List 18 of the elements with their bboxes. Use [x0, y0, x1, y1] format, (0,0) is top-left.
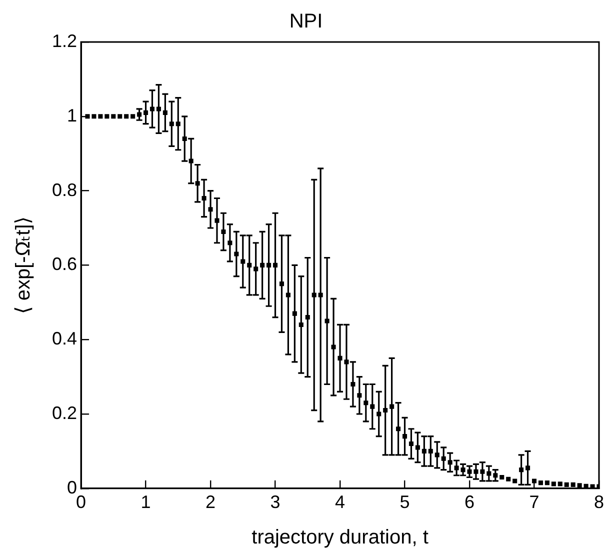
y-tick-label: 1.2: [52, 30, 78, 51]
x-tick-label: 3: [270, 492, 280, 512]
y-tick-label: 0.2: [52, 402, 78, 423]
y-tick-label: 0.8: [52, 180, 78, 200]
x-tick-label: 2: [206, 492, 216, 512]
x-tick-label: 4: [335, 492, 346, 512]
y-tick-label: 0: [67, 477, 78, 498]
x-tick-label: 8: [594, 492, 604, 512]
chart-title: NPI: [289, 10, 323, 33]
x-tick-label: 5: [400, 492, 410, 512]
y-tick-label: 0.4: [52, 328, 78, 349]
y-axis-title: ⟨ exp[-Ω̄ₜt]⟩: [12, 216, 35, 314]
y-tick-label: 1: [67, 105, 78, 126]
y-tick-label: 0.6: [52, 254, 78, 274]
x-tick-label: 7: [529, 492, 540, 512]
x-axis-title: trajectory duration, t: [252, 526, 429, 549]
x-tick-label: 6: [464, 492, 475, 512]
x-tick-label: 1: [140, 492, 151, 512]
